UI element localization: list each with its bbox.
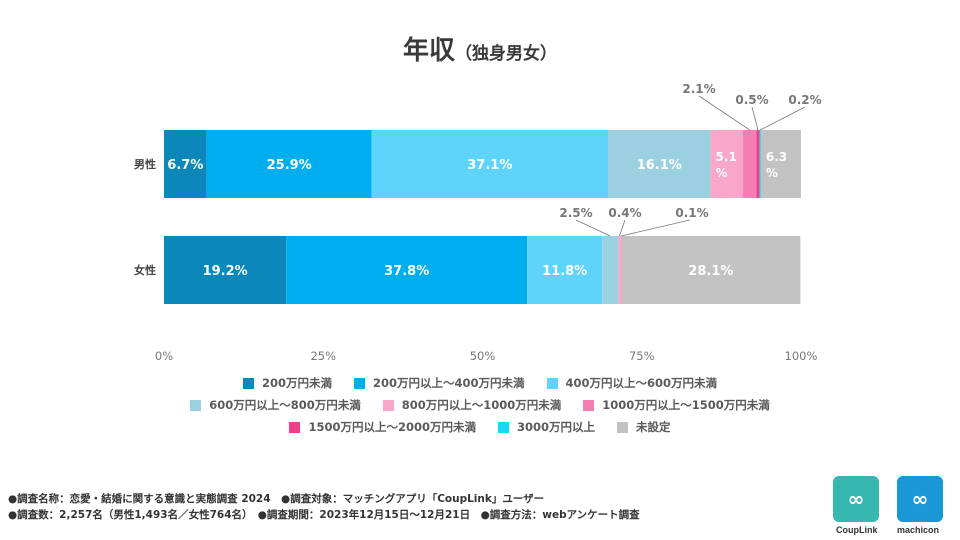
couplink-logo-label: CoupLink [836, 525, 878, 535]
bar-segment [164, 236, 287, 304]
data-label: 0.5% [735, 93, 768, 107]
legend-item: 600万円以上～800万円未満 [190, 397, 361, 413]
leader-line [698, 95, 750, 131]
data-label: 37.1% [467, 158, 512, 173]
bar-segment [743, 130, 757, 198]
legend-row: 600万円以上～800万円未満 800万円以上～1000万円未満 1000万円以上～… [0, 394, 960, 416]
bar-segment [607, 130, 711, 198]
legend-label: 600万円以上～800万円未満 [209, 398, 361, 412]
x-tick-label: 75% [629, 349, 655, 363]
legend-label: 1000万円以上～1500万円未満 [602, 398, 770, 412]
footnotes: ●調査名称：恋愛・結婚に関する意識と実態調査 2024 ●調査対象：マッチングア… [8, 491, 640, 523]
x-tick-label: 50% [470, 349, 496, 363]
bar-segment [618, 236, 621, 304]
x-tick-label: 25% [310, 349, 336, 363]
legend-label: 800万円以上～1000万円未満 [401, 398, 562, 412]
data-label: 28.1% [688, 264, 733, 279]
bar-segment [620, 236, 622, 304]
category-label: 女性 [134, 263, 156, 277]
legend-item: 1000万円以上～1500万円未満 [583, 397, 770, 413]
legend-label: 200万円以上～400万円未満 [372, 376, 525, 390]
legend: 200万円未満 200万円以上～400万円未満 400万円以上～600万円未満 600… [0, 372, 960, 438]
legend-label: 200万円未満 [261, 376, 332, 390]
data-label: 0.2% [788, 93, 821, 107]
data-label: 2.5% [559, 206, 592, 220]
bar-segment [759, 130, 761, 198]
legend-swatch [289, 421, 301, 433]
machicon-logo: ∞ [897, 476, 943, 522]
bar-segment [621, 236, 801, 304]
legend-label: 未設定 [636, 420, 671, 434]
data-label: 0.4% [608, 206, 641, 220]
data-label: % [716, 166, 728, 180]
data-label: 0.1% [675, 206, 708, 220]
data-label: 37.8% [384, 264, 429, 279]
legend-row: 200万円未満 200万円以上～400万円未満 400万円以上～600万円未満 [0, 372, 960, 394]
legend-swatch [242, 377, 254, 389]
data-label: 19.2% [203, 264, 248, 279]
legend-swatch [498, 421, 509, 433]
legend-swatch [382, 399, 394, 411]
legend-swatch [583, 399, 595, 411]
legend-label: 400万円以上～600万円未満 [565, 376, 718, 390]
legend-item: 800万円以上～1000万円未満 [382, 397, 562, 413]
chart-title: 年収（独身男女） [0, 30, 960, 67]
leader-line [760, 106, 806, 131]
data-label: 11.8% [542, 264, 587, 279]
data-label: % [766, 166, 778, 180]
legend-item: 400万円以上～600万円未満 [546, 375, 718, 391]
legend-swatch [353, 377, 365, 389]
data-label: 6.3 [766, 150, 787, 164]
legend-item: 200万円以上～400万円未満 [353, 375, 525, 391]
legend-label: 1500万円以上～2000万円未満 [308, 420, 476, 434]
leader-line [620, 219, 691, 237]
bar-segment [710, 130, 744, 198]
bar-segment [602, 236, 619, 304]
bar-segment [164, 130, 207, 198]
leader-line [751, 106, 759, 131]
data-label: 6.7% [167, 158, 203, 173]
category-label: 男性 [134, 157, 156, 171]
bar-segment [286, 236, 528, 304]
data-label: 2.1% [682, 82, 715, 96]
footnote-line: ●調査数：2,257名（男性1,493名／女性764名） ●調査期間：2023年… [8, 509, 640, 521]
legend-item: 200万円未満 [242, 375, 332, 391]
legend-swatch [617, 421, 629, 433]
data-label: 16.1% [637, 158, 682, 173]
x-tick-label: 0% [155, 349, 173, 363]
legend-item: 1500万円以上～2000万円未満 [289, 419, 476, 435]
legend-swatch [190, 399, 202, 411]
bar-segment [527, 236, 603, 304]
title-main: 年収 [402, 36, 455, 66]
data-label: 25.9% [267, 158, 312, 173]
x-tick-label: 100% [785, 349, 818, 363]
couplink-logo: ∞ [833, 476, 879, 522]
data-label: 5.1 [716, 150, 737, 164]
leader-line [619, 219, 626, 237]
title-sub: （独身男女） [455, 44, 557, 64]
machicon-logo-label: machicon [897, 525, 940, 535]
bar-segment [756, 130, 760, 198]
legend-label: 3000万円以上 [517, 420, 596, 434]
legend-row: 1500万円以上～2000万円未満 3000万円以上 未設定 [0, 416, 960, 438]
legend-swatch [546, 377, 558, 389]
bar-segment [206, 130, 372, 198]
bar-segment [760, 130, 801, 198]
bar-segment [371, 130, 608, 198]
legend-item: 3000万円以上 [498, 419, 595, 435]
leader-line [575, 219, 611, 237]
legend-item: 未設定 [617, 419, 671, 435]
footnote-line: ●調査名称：恋愛・結婚に関する意識と実態調査 2024 ●調査対象：マッチングア… [8, 493, 545, 505]
